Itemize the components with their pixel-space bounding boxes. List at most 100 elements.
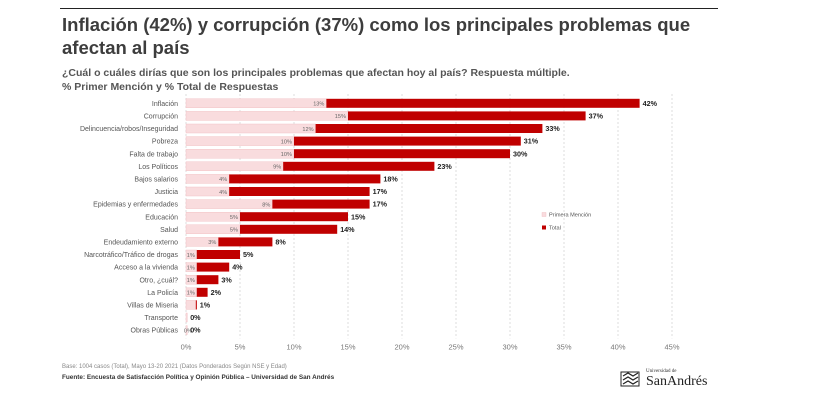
x-tick-label: 15% — [340, 342, 355, 351]
subtitle-measure: % Primer Mención y % Total de Respuestas — [62, 81, 279, 93]
bar-primera-mencion — [185, 148, 295, 159]
data-label-total: 23% — [437, 162, 452, 171]
bar-total — [195, 300, 197, 310]
category-label: La Policía — [147, 290, 178, 297]
legend-swatch-primera-mencion — [541, 212, 547, 217]
university-seal-icon — [620, 371, 640, 387]
data-label-total: 33% — [545, 124, 560, 133]
bar-total — [196, 275, 219, 285]
data-label-primera-mencion: 1% — [187, 253, 195, 259]
bar-total — [326, 98, 640, 108]
x-tick-label: 10% — [286, 342, 301, 351]
bar-total — [315, 124, 543, 133]
bar-total — [196, 287, 208, 297]
bar-total — [240, 224, 338, 234]
data-label-total: 14% — [340, 225, 355, 234]
bar-total — [229, 187, 370, 196]
bar-primera-mencion — [185, 161, 284, 172]
category-label: Endeudamiento externo — [104, 240, 178, 247]
data-label-total: 0% — [190, 313, 201, 322]
category-label: Transporte — [144, 315, 178, 322]
bar-total — [218, 237, 273, 247]
data-label-primera-mencion: 10% — [281, 152, 292, 158]
category-label: Epidemias y enfermedades — [93, 202, 178, 209]
data-label-total: 15% — [351, 212, 366, 221]
legend-label-total: Total — [549, 226, 561, 232]
bar-total — [272, 199, 370, 209]
category-label: Falta de trabajo — [129, 151, 178, 158]
data-label-total: 8% — [275, 238, 286, 247]
data-label-primera-mencion: 5% — [230, 228, 238, 234]
data-label-total: 30% — [513, 149, 528, 158]
category-label: Educación — [145, 214, 178, 221]
bar-total — [294, 149, 510, 159]
bar-primera-mencion — [185, 123, 316, 134]
base-note: Base: 1004 casos (Total), Mayo 13-20 202… — [62, 364, 287, 370]
data-label-primera-mencion: 5% — [230, 215, 238, 221]
category-label: Obras Públicas — [131, 328, 179, 335]
logo-line-1: Universidad de — [646, 369, 677, 374]
category-label: Narcotráfico/Tráfico de drogas — [84, 252, 178, 259]
legend-swatch-total — [542, 225, 546, 230]
data-label-total: 17% — [373, 187, 388, 196]
data-label-total: 5% — [243, 250, 254, 259]
category-label: Otro, ¿cuál? — [139, 277, 178, 284]
bar-total — [196, 262, 230, 272]
data-label-primera-mencion: 10% — [281, 139, 292, 145]
x-tick-label: 30% — [502, 342, 517, 351]
category-label: Los Políticos — [138, 164, 178, 171]
category-label: Bajos salarios — [134, 177, 178, 184]
category-label: Delincuencia/robos/Inseguridad — [80, 126, 178, 133]
data-label-primera-mencion: 4% — [219, 190, 227, 196]
category-label: Villas de Miseria — [127, 303, 178, 310]
page-title: Inflación (42%) y corrupción (37%) como … — [62, 14, 691, 58]
data-label-primera-mencion: 1% — [187, 278, 195, 284]
data-label-total: 2% — [211, 288, 222, 297]
data-label-total: 37% — [589, 112, 604, 121]
data-label-primera-mencion: 4% — [219, 177, 227, 183]
data-label-total: 17% — [373, 200, 388, 209]
bar-primera-mencion — [185, 312, 188, 323]
bar-primera-mencion — [185, 111, 349, 121]
x-tick-label: 40% — [610, 342, 625, 351]
data-label-primera-mencion: 9% — [273, 165, 281, 171]
legend-label-primera-mencion: Primera Mención — [549, 213, 591, 219]
data-label-total: 3% — [221, 275, 232, 284]
category-label: Acceso a la vivienda — [114, 265, 178, 272]
bar-total — [196, 250, 240, 259]
data-label-total: 42% — [643, 99, 658, 108]
data-label-total: 18% — [383, 175, 398, 184]
bar-primera-mencion — [185, 98, 327, 109]
category-label: Salud — [160, 227, 178, 234]
data-label-total: 0% — [190, 326, 201, 335]
data-label-primera-mencion: 8% — [262, 202, 270, 208]
category-label: Inflación — [152, 101, 178, 108]
category-label: Justicia — [155, 189, 178, 196]
subtitle-question: ¿Cuál o cuáles dirías que son los princi… — [62, 67, 570, 79]
data-label-primera-mencion: 1% — [187, 265, 195, 271]
bar-total — [240, 212, 348, 222]
source-note: Fuente: Encuesta de Satisfacción Polític… — [62, 374, 335, 381]
data-label-primera-mencion: 3% — [208, 240, 216, 246]
data-label-total: 1% — [200, 301, 211, 310]
bar-primera-mencion — [185, 136, 295, 146]
x-tick-label: 20% — [394, 342, 409, 351]
data-label-primera-mencion: 1% — [187, 291, 195, 297]
x-tick-label: 45% — [664, 342, 679, 351]
bar-total — [229, 174, 381, 184]
bar-primera-mencion — [185, 325, 188, 335]
data-label-primera-mencion: 12% — [302, 127, 313, 133]
bar-primera-mencion — [185, 300, 198, 310]
data-label-primera-mencion: 0% — [184, 328, 192, 334]
bar-total — [348, 111, 586, 121]
data-label-primera-mencion: 13% — [313, 102, 324, 108]
bar-total — [283, 161, 435, 171]
bar-primera-mencion — [185, 199, 273, 209]
x-tick-label: 0% — [181, 342, 192, 351]
x-tick-label: 35% — [556, 342, 571, 351]
category-label: Pobreza — [152, 139, 178, 146]
data-label-primera-mencion: 15% — [335, 114, 346, 120]
logo-line-2: SanAndrés — [646, 374, 708, 389]
x-tick-label: 5% — [235, 342, 246, 351]
